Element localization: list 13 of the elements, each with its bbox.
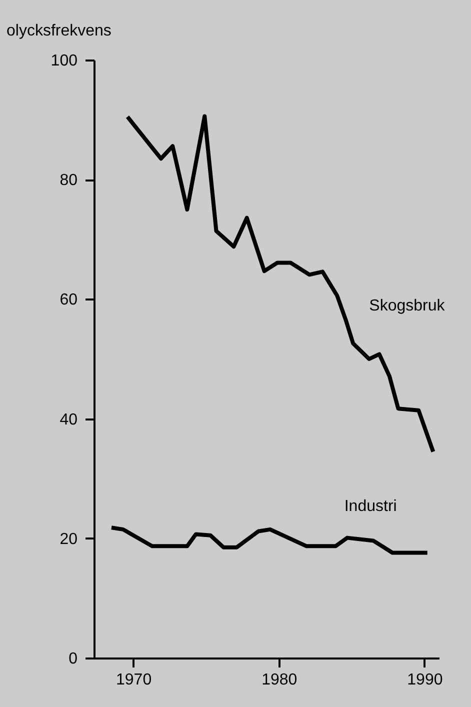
line-series xyxy=(109,526,430,555)
x-tick-label: 1990 xyxy=(407,672,443,688)
x-tick-label: 1980 xyxy=(262,672,298,688)
y-tick-label: 100 xyxy=(50,52,78,70)
y-tick-label: 80 xyxy=(60,172,78,190)
y-axis-title: olycksfrekvens xyxy=(6,22,112,40)
series-label: Industri xyxy=(344,498,397,515)
y-tick-label: 60 xyxy=(60,292,78,309)
y-tick-label: 40 xyxy=(60,411,78,428)
y-tick-label: 0 xyxy=(68,650,78,668)
series-label: Skogsbruk xyxy=(369,298,446,315)
x-tick-label: 1970 xyxy=(116,672,152,688)
y-tick-label: 20 xyxy=(60,530,78,548)
